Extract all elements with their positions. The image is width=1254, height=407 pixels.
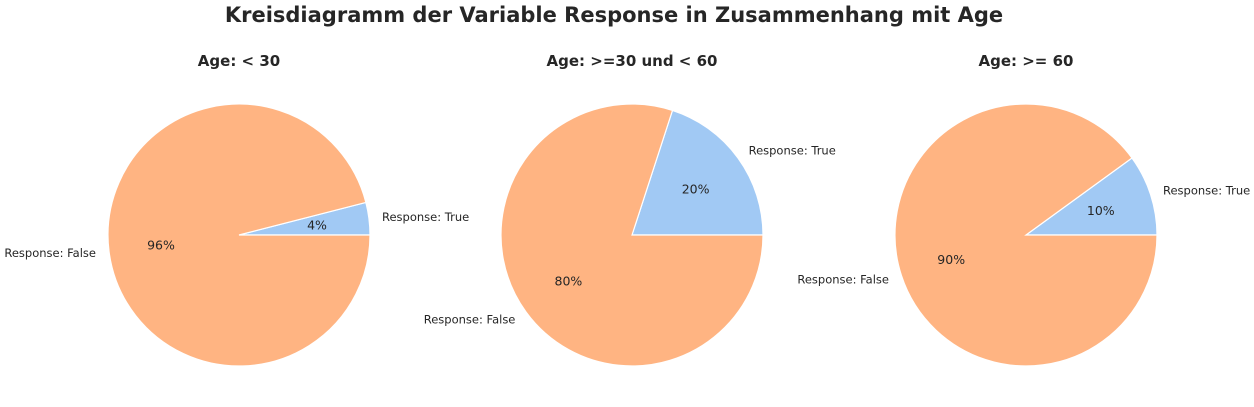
pie-title-age-60-plus: Age: >= 60 (979, 52, 1074, 70)
slice-percentage: 80% (555, 274, 583, 289)
pie-slice-true (631, 109, 764, 236)
slice-label: Response: True (1163, 184, 1250, 198)
pie-slice-false (894, 103, 1158, 367)
slice-percentage: 96% (147, 237, 175, 252)
slice-percentage: 90% (937, 252, 965, 267)
pie-slices-age-60-plus: Response: True 10% Response: False 90% (797, 103, 1250, 367)
slice-label: Response: False (424, 313, 516, 327)
pie-title-age-under-30: Age: < 30 (198, 52, 280, 70)
figure-title: Kreisdiagramm der Variable Response in Z… (225, 3, 1003, 27)
pie-chart-age-60-plus: Age: >= 60 Response: True 10% Response: Fa… (797, 52, 1250, 367)
pie-slices-age-30-to-60: Response: True 20% Response: False 80% (424, 103, 836, 367)
pie-chart-age-under-30: Age: < 30 Response: True 4% Response: Fals… (4, 52, 469, 367)
slice-percentage: 10% (1087, 203, 1115, 218)
pie-slice-true (1024, 157, 1158, 236)
slice-label: Response: False (4, 246, 96, 260)
pie-title-age-30-to-60: Age: >=30 und < 60 (547, 52, 718, 70)
slice-label: Response: False (797, 273, 889, 287)
slice-label: Response: True (382, 210, 469, 224)
slice-percentage: 20% (682, 181, 710, 196)
slice-label: Response: True (749, 143, 836, 157)
pie-slice-false (500, 103, 764, 367)
pie-chart-age-30-to-60: Age: >=30 und < 60 Response: True20%Resp… (424, 52, 836, 367)
pie-slice-false (107, 103, 371, 367)
slice-percentage: 4% (307, 218, 327, 233)
pie-slices-age-under-30: Response: True 4% Response: False 96% (4, 103, 469, 367)
